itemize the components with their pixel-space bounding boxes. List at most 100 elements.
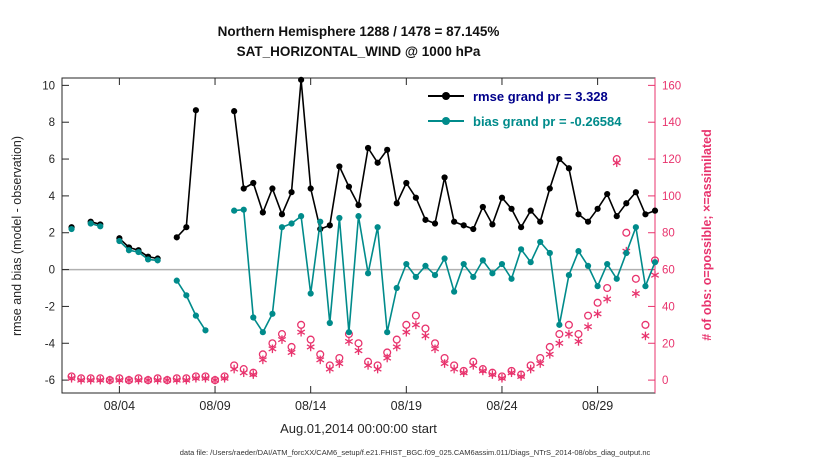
rmse-marker xyxy=(604,190,611,198)
assimilated-marker xyxy=(440,360,449,367)
bias-marker xyxy=(135,248,142,256)
y-right-tick-label: 20 xyxy=(662,338,675,350)
assimilated-marker xyxy=(134,377,143,383)
bias-marker xyxy=(384,329,391,336)
legend-bias-label: bias grand pr = -0.26584 xyxy=(473,113,622,129)
assimilated-marker xyxy=(191,375,200,381)
assimilated-marker xyxy=(364,362,373,369)
rmse-marker xyxy=(307,185,314,192)
possible-marker xyxy=(545,342,554,351)
x-axis-label: Aug.01,2014 00:00:00 start xyxy=(280,421,437,436)
bias-marker xyxy=(517,246,525,253)
x-tick-label: 08/19 xyxy=(391,399,422,413)
assimilated-marker xyxy=(564,331,573,337)
possible-marker xyxy=(631,274,640,283)
y-left-tick-label: -6 xyxy=(45,375,55,387)
bias-marker xyxy=(604,260,611,268)
assimilated-marker xyxy=(603,296,612,302)
assimilated-marker xyxy=(459,370,468,376)
possible-marker xyxy=(421,324,430,333)
rmse-marker xyxy=(441,174,448,181)
assimilated-marker xyxy=(507,370,516,376)
assimilated-marker xyxy=(469,362,478,369)
assimilated-marker xyxy=(335,360,344,367)
rmse-marker xyxy=(231,108,238,115)
rmse-marker xyxy=(546,185,553,192)
rmse-marker xyxy=(192,107,200,114)
bias-marker xyxy=(259,329,266,336)
bias-marker xyxy=(87,220,94,227)
legend-item-rmse: rmse grand pr = 3.328 xyxy=(428,85,621,107)
rmse-marker xyxy=(479,203,486,211)
bias-marker xyxy=(508,275,515,282)
rmse-marker xyxy=(632,189,639,196)
legend-rmse-label: rmse grand pr = 3.328 xyxy=(473,88,608,104)
rmse-marker xyxy=(470,225,477,233)
assimilated-marker xyxy=(650,272,660,278)
assimilated-marker xyxy=(545,351,554,358)
assimilated-marker xyxy=(316,357,325,363)
rmse-marker xyxy=(460,222,467,229)
legend-bias-marker xyxy=(442,117,450,125)
assimilated-marker xyxy=(344,338,353,345)
assimilated-marker xyxy=(163,377,172,383)
bias-marker xyxy=(173,277,180,284)
assimilated-marker xyxy=(593,311,602,317)
bias-line xyxy=(90,208,656,333)
bias-marker xyxy=(393,284,400,292)
assimilated-marker xyxy=(430,346,440,352)
assimilated-marker xyxy=(641,333,650,339)
legend-rmse-line-sample xyxy=(428,85,464,107)
rmse-marker xyxy=(240,185,247,192)
assimilated-marker xyxy=(115,377,124,383)
bias-marker xyxy=(632,224,639,231)
bias-marker xyxy=(183,292,190,299)
bias-marker xyxy=(403,260,410,268)
rmse-marker xyxy=(575,211,582,218)
rmse-marker xyxy=(259,209,266,216)
bias-marker xyxy=(250,314,257,321)
bias-marker xyxy=(298,213,305,220)
rmse-marker xyxy=(613,213,620,220)
chart-title-line1: Northern Hemisphere 1288 / 1478 = 87.145… xyxy=(217,24,500,39)
bias-marker xyxy=(594,283,601,290)
rmse-marker xyxy=(422,216,429,223)
x-tick-label: 08/14 xyxy=(295,399,326,413)
bias-marker xyxy=(68,225,75,233)
rmse-marker xyxy=(508,205,515,212)
rmse-marker xyxy=(431,220,439,227)
assimilated-marker xyxy=(172,377,181,383)
bias-marker xyxy=(584,262,592,269)
y-left-tick-label: 4 xyxy=(49,191,56,203)
assimilated-marker xyxy=(105,377,114,383)
assimilated-marker xyxy=(497,375,507,381)
assimilated-marker xyxy=(478,368,487,374)
bias-marker xyxy=(240,206,247,213)
bias-marker xyxy=(575,248,582,255)
y-right-tick-label: 100 xyxy=(662,191,681,203)
assimilated-marker xyxy=(249,371,258,378)
possible-marker xyxy=(574,330,583,339)
bias-marker xyxy=(374,224,381,231)
possible-marker xyxy=(354,339,363,348)
bias-marker xyxy=(651,259,659,266)
rmse-marker xyxy=(326,222,333,229)
y-left-tick-label: -2 xyxy=(45,301,55,313)
assimilated-marker xyxy=(392,344,401,350)
rmse-marker xyxy=(183,224,190,231)
rmse-marker xyxy=(355,202,362,209)
assimilated-marker xyxy=(536,360,545,367)
x-tick-label: 08/24 xyxy=(486,399,517,413)
data-file-caption: data file: /Users/raeder/DAI/ATM_forcXX/… xyxy=(179,448,651,457)
bias-marker xyxy=(527,259,534,266)
assimilated-marker xyxy=(153,377,162,383)
legend: rmse grand pr = 3.328 bias grand pr = -0… xyxy=(428,85,621,132)
possible-marker xyxy=(603,283,612,293)
chart-title-line2: SAT_HORIZONTAL_WIND @ 1000 hPa xyxy=(236,44,481,59)
bias-marker xyxy=(192,312,200,319)
assimilated-marker xyxy=(182,377,191,383)
assimilated-marker xyxy=(411,322,420,328)
bias-marker xyxy=(546,249,553,257)
y-axis-left-label: rmse and bias (model - observation) xyxy=(10,135,24,337)
